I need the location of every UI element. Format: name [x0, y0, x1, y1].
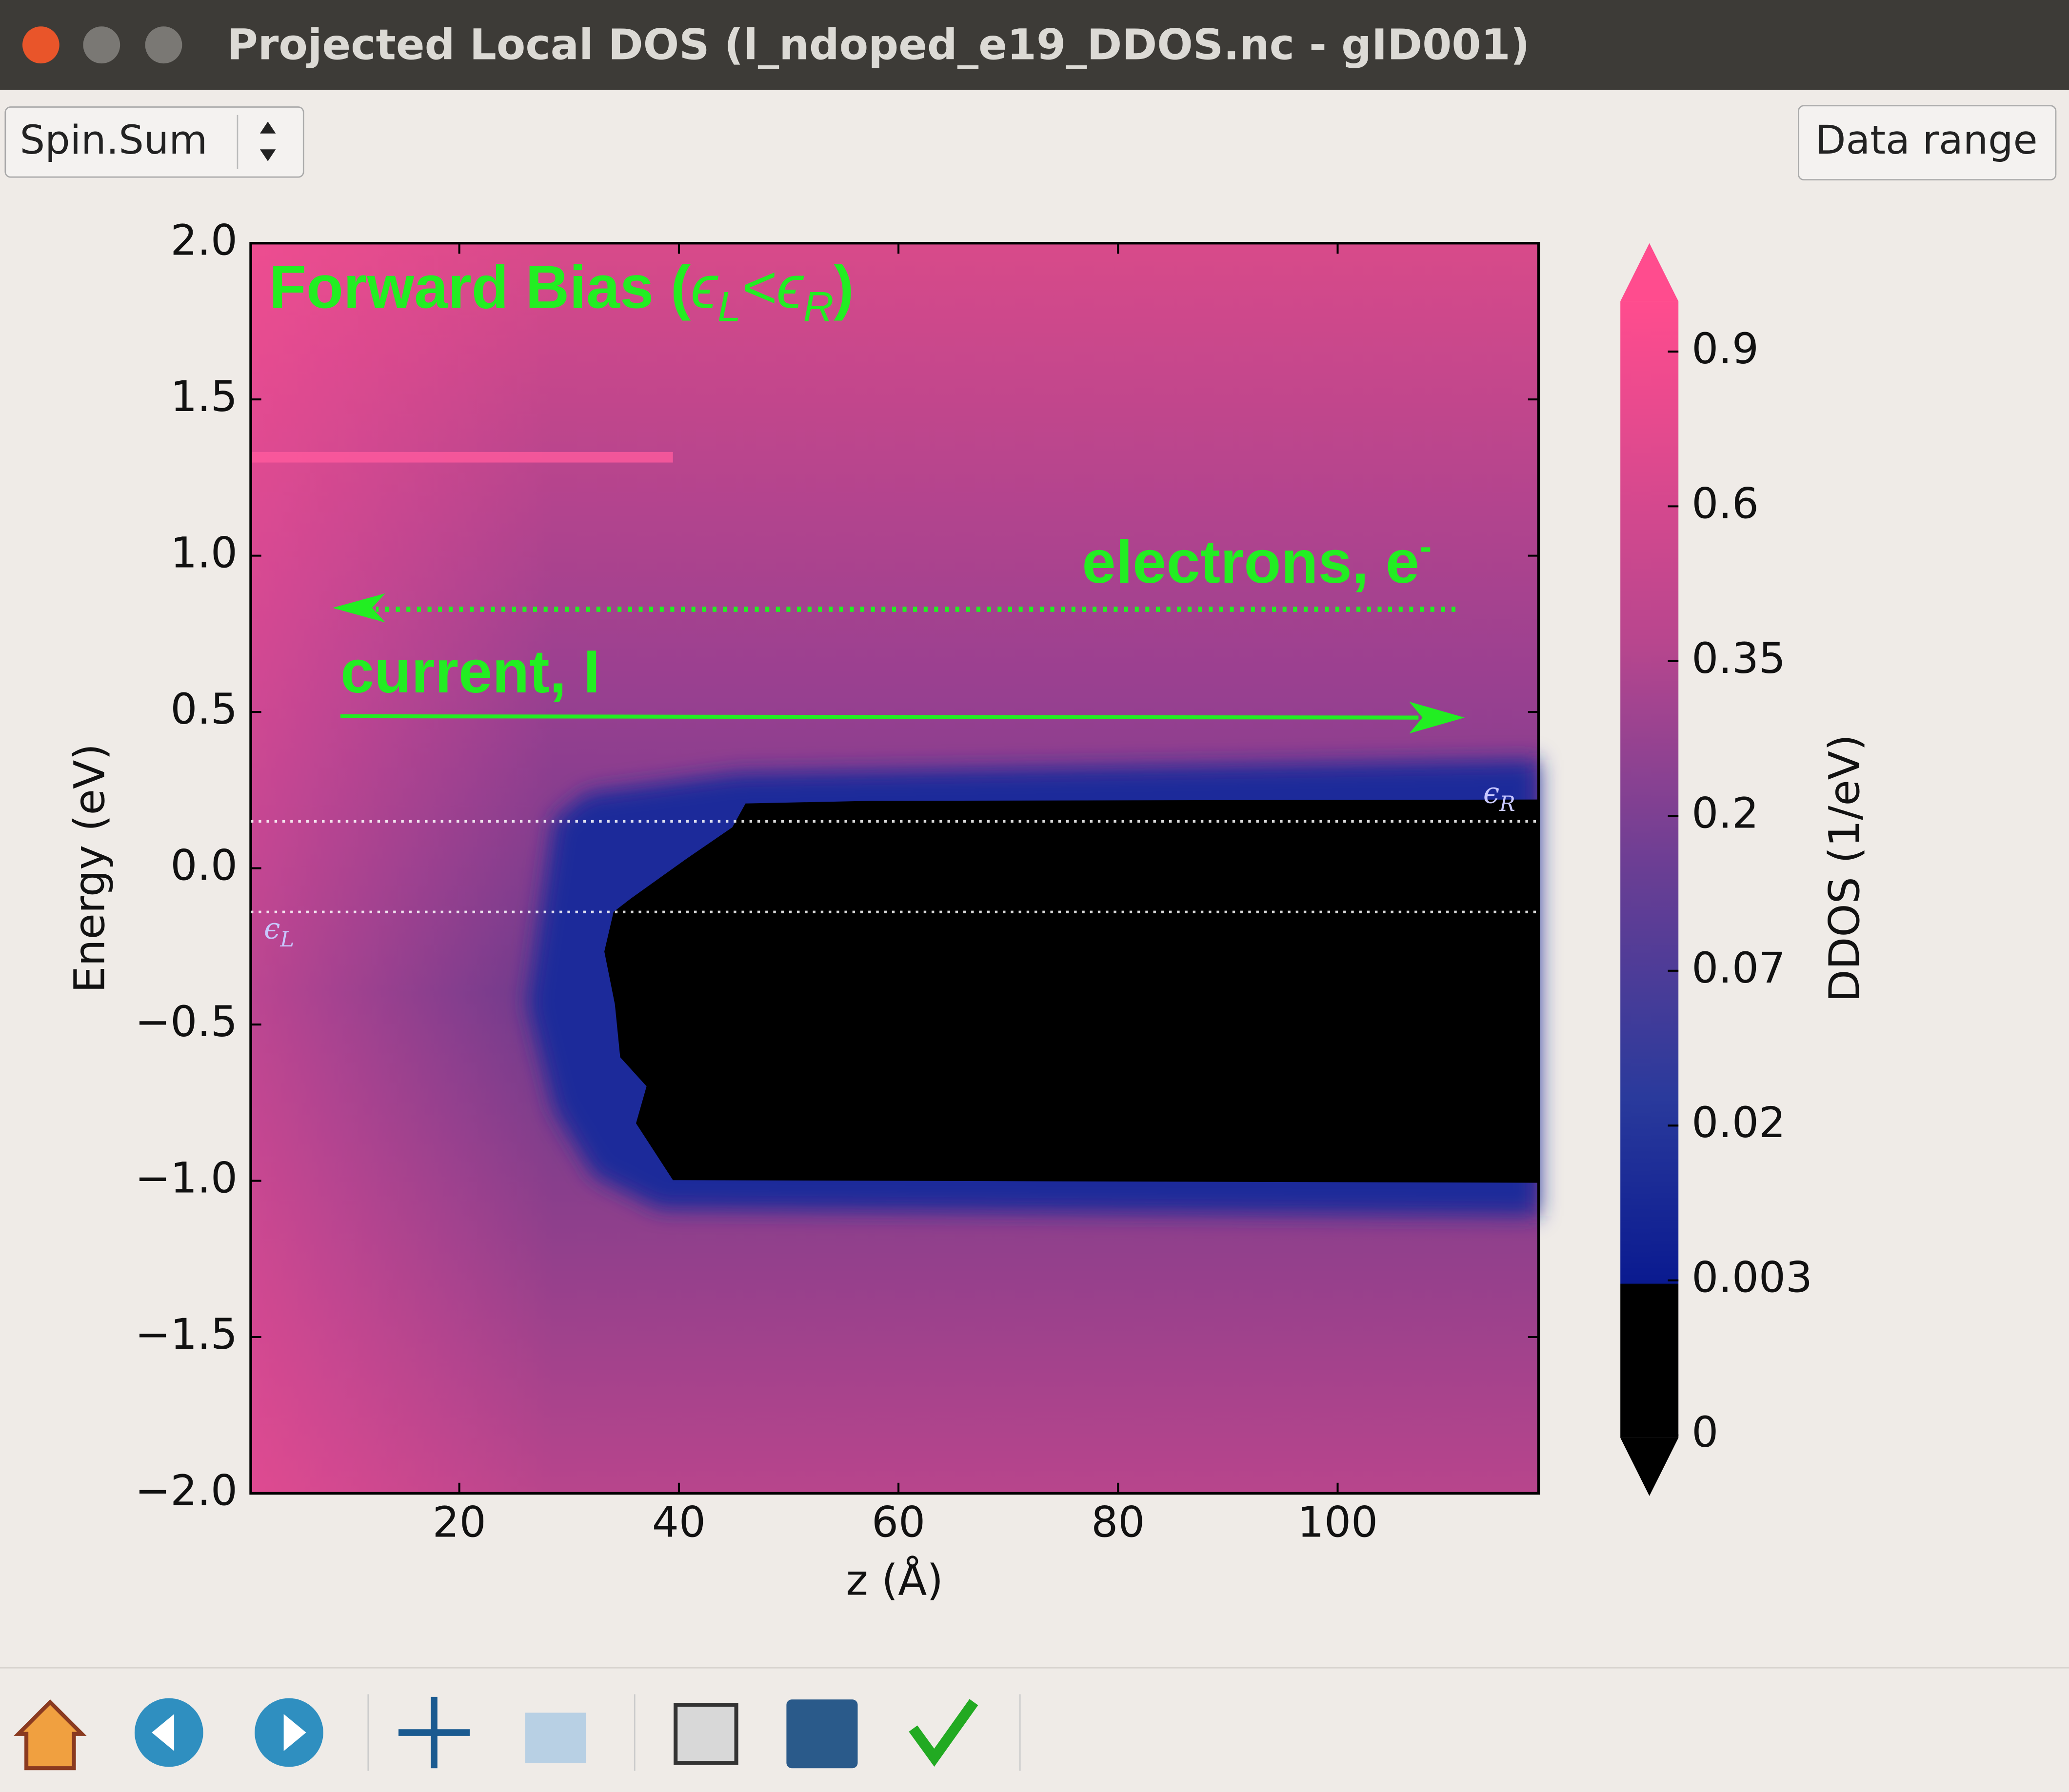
annotation-part: R	[803, 284, 834, 331]
x-tick-label: 40	[652, 1498, 706, 1547]
save-button[interactable]	[786, 1699, 858, 1769]
annotation-part: electrons, e	[1082, 528, 1419, 596]
colorbar-tick-label: 0.02	[1691, 1099, 1786, 1147]
annotation-part: <ϵ	[741, 253, 804, 321]
y-axis-label: Energy (eV)	[65, 744, 114, 993]
fermi-symbol: ϵ	[1483, 776, 1499, 810]
colorbar-tick-label: 0.003	[1691, 1254, 1812, 1302]
maximize-button[interactable]	[145, 26, 182, 64]
fermi-subscript: R	[1499, 792, 1515, 816]
colorbar-tick-label: 0.9	[1691, 325, 1759, 374]
subplots-button[interactable]	[674, 1703, 738, 1765]
y-tick-label: −2.0	[135, 1466, 238, 1515]
annotation-part: ϵ	[691, 253, 718, 321]
x-tick-label: 60	[872, 1498, 925, 1547]
y-tick-label: −1.0	[135, 1154, 238, 1202]
colorbar-tick-label: 0	[1691, 1408, 1718, 1457]
annotation-part: L	[717, 284, 741, 331]
close-button[interactable]	[22, 26, 60, 64]
y-tick-label: 0.5	[170, 685, 238, 734]
y-tick-label: 1.5	[170, 373, 238, 421]
y-tick-label: −1.5	[135, 1310, 238, 1359]
forward-icon	[283, 1714, 306, 1751]
home-button[interactable]	[14, 1699, 87, 1771]
colorbar-tick-label: 0.35	[1691, 634, 1786, 683]
current-arrowhead	[1409, 702, 1465, 734]
x-tick-label: 80	[1091, 1498, 1145, 1547]
fermi-label: ϵR	[1483, 776, 1515, 816]
heatmap	[251, 243, 1539, 1494]
window-title: Projected Local DOS (l_ndoped_e19_DDOS.n…	[227, 20, 1530, 69]
back-icon	[152, 1714, 175, 1751]
electron-arrowhead	[332, 593, 385, 623]
colorbar-tick-label: 0.6	[1691, 479, 1759, 528]
annotation-current: current, I	[340, 638, 600, 706]
title-bar	[0, 0, 2069, 90]
y-tick-label: 2.0	[170, 217, 238, 265]
colorbar-tick-label: 0.2	[1691, 789, 1759, 838]
spin-arrows	[259, 121, 276, 161]
x-tick-label: 100	[1297, 1498, 1378, 1547]
x-tick-label: 20	[433, 1498, 486, 1547]
edit-button[interactable]	[909, 1699, 978, 1767]
colorbar-label: DDOS (1/eV)	[1820, 734, 1869, 1002]
fermi-label: ϵL	[264, 912, 294, 951]
zoom-button[interactable]	[525, 1713, 586, 1763]
annotation-title: Forward Bias (ϵL<ϵR)	[269, 253, 854, 330]
spin-select[interactable]	[4, 106, 304, 178]
annotation-part: -	[1419, 526, 1432, 567]
colorbar-tick-label: 0.07	[1691, 944, 1786, 993]
annotation-part: )	[834, 253, 854, 321]
fermi-subscript: L	[279, 927, 294, 952]
toolbar	[14, 1694, 1021, 1771]
y-tick-label: −0.5	[135, 998, 238, 1046]
annotation-electrons: electrons, e-	[1082, 526, 1432, 596]
current-arrow	[340, 714, 1419, 720]
y-tick-label: 1.0	[170, 529, 238, 578]
annotation-part: Forward Bias (	[269, 253, 691, 321]
y-tick-label: 0.0	[170, 841, 238, 890]
x-axis-label: z (Å)	[846, 1556, 943, 1605]
minimize-button[interactable]	[83, 26, 120, 64]
data-range-label: Data range	[1815, 118, 2038, 163]
data-range-button[interactable]	[1798, 105, 2057, 180]
spin-select-label: Spin.Sum	[20, 118, 208, 163]
colorbar	[1620, 243, 1679, 1496]
pan-button[interactable]	[398, 1696, 470, 1769]
fermi-symbol: ϵ	[264, 912, 280, 945]
